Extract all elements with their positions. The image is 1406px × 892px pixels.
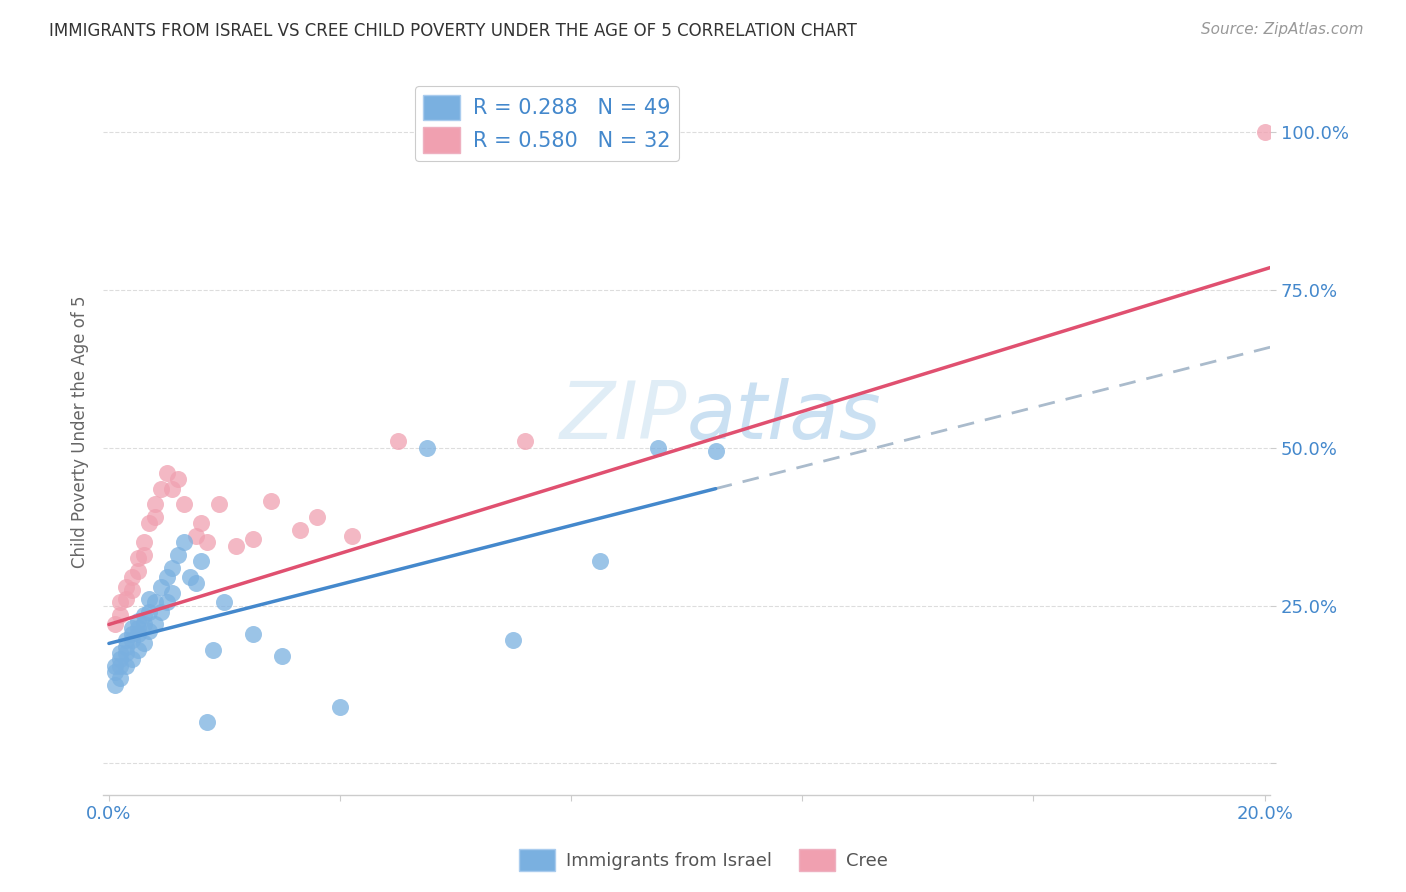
Text: atlas: atlas (686, 378, 882, 457)
Point (162, 560, 184, 574)
Point (179, 570, 201, 584)
Point (104, 665, 127, 679)
Point (149, 580, 172, 594)
Point (115, 592, 138, 607)
Point (184, 529, 207, 543)
Point (121, 570, 143, 584)
Point (167, 548, 190, 562)
Point (110, 671, 132, 685)
Point (156, 466, 179, 480)
Point (214, 595, 236, 609)
Point (132, 636, 155, 650)
Point (156, 595, 179, 609)
Point (190, 516, 212, 531)
Point (225, 539, 247, 553)
Point (121, 627, 143, 641)
Point (184, 576, 207, 591)
Point (110, 658, 132, 673)
Point (127, 642, 149, 657)
Point (110, 595, 132, 609)
Point (143, 498, 166, 512)
Point (143, 595, 166, 609)
Point (387, 434, 409, 449)
Point (138, 605, 160, 619)
Y-axis label: Child Poverty Under the Age of 5: Child Poverty Under the Age of 5 (72, 295, 89, 568)
Point (208, 498, 231, 512)
Point (110, 646, 132, 660)
Point (340, 529, 363, 543)
Point (127, 621, 149, 635)
Point (110, 607, 132, 622)
Point (242, 627, 264, 641)
Point (115, 580, 138, 594)
Point (416, 441, 439, 455)
Point (110, 652, 132, 666)
Point (115, 658, 138, 673)
Point (173, 498, 195, 512)
Point (704, 443, 727, 458)
Point (149, 605, 172, 619)
Point (173, 535, 195, 549)
Point (127, 615, 149, 629)
Point (121, 582, 143, 597)
Point (127, 564, 149, 578)
Point (104, 617, 127, 632)
Text: ZIP: ZIP (560, 378, 686, 457)
Point (149, 482, 172, 496)
Point (104, 677, 127, 691)
Point (288, 523, 311, 537)
Point (647, 441, 669, 455)
Point (121, 652, 143, 666)
Point (271, 649, 294, 664)
Point (132, 535, 155, 549)
Point (513, 434, 536, 449)
Text: IMMIGRANTS FROM ISRAEL VS CREE CHILD POVERTY UNDER THE AGE OF 5 CORRELATION CHAR: IMMIGRANTS FROM ISRAEL VS CREE CHILD POV… (49, 22, 858, 40)
Point (138, 624, 160, 638)
Point (143, 617, 166, 632)
Point (1253, 125, 1275, 139)
Point (115, 633, 138, 648)
Point (132, 607, 155, 622)
Legend: R = 0.288   N = 49, R = 0.580   N = 32: R = 0.288 N = 49, R = 0.580 N = 32 (415, 87, 679, 161)
Point (121, 621, 143, 635)
Point (115, 640, 138, 654)
Point (162, 482, 184, 496)
Point (589, 554, 612, 568)
Point (260, 494, 283, 508)
Point (143, 510, 166, 524)
Point (121, 633, 143, 648)
Point (305, 510, 328, 524)
Point (132, 548, 155, 562)
Point (156, 570, 179, 584)
Point (201, 642, 224, 657)
Point (195, 535, 218, 549)
Point (329, 699, 352, 714)
Point (127, 627, 149, 641)
Point (190, 554, 212, 568)
Point (115, 646, 138, 660)
Point (162, 586, 184, 600)
Point (195, 715, 218, 730)
Point (167, 472, 190, 486)
Point (132, 617, 155, 632)
Point (104, 658, 127, 673)
Text: Source: ZipAtlas.com: Source: ZipAtlas.com (1201, 22, 1364, 37)
Point (242, 532, 264, 546)
Legend: Immigrants from Israel, Cree: Immigrants from Israel, Cree (512, 842, 894, 879)
Point (138, 592, 160, 607)
Point (502, 633, 524, 648)
Point (138, 516, 160, 531)
Point (127, 551, 149, 566)
